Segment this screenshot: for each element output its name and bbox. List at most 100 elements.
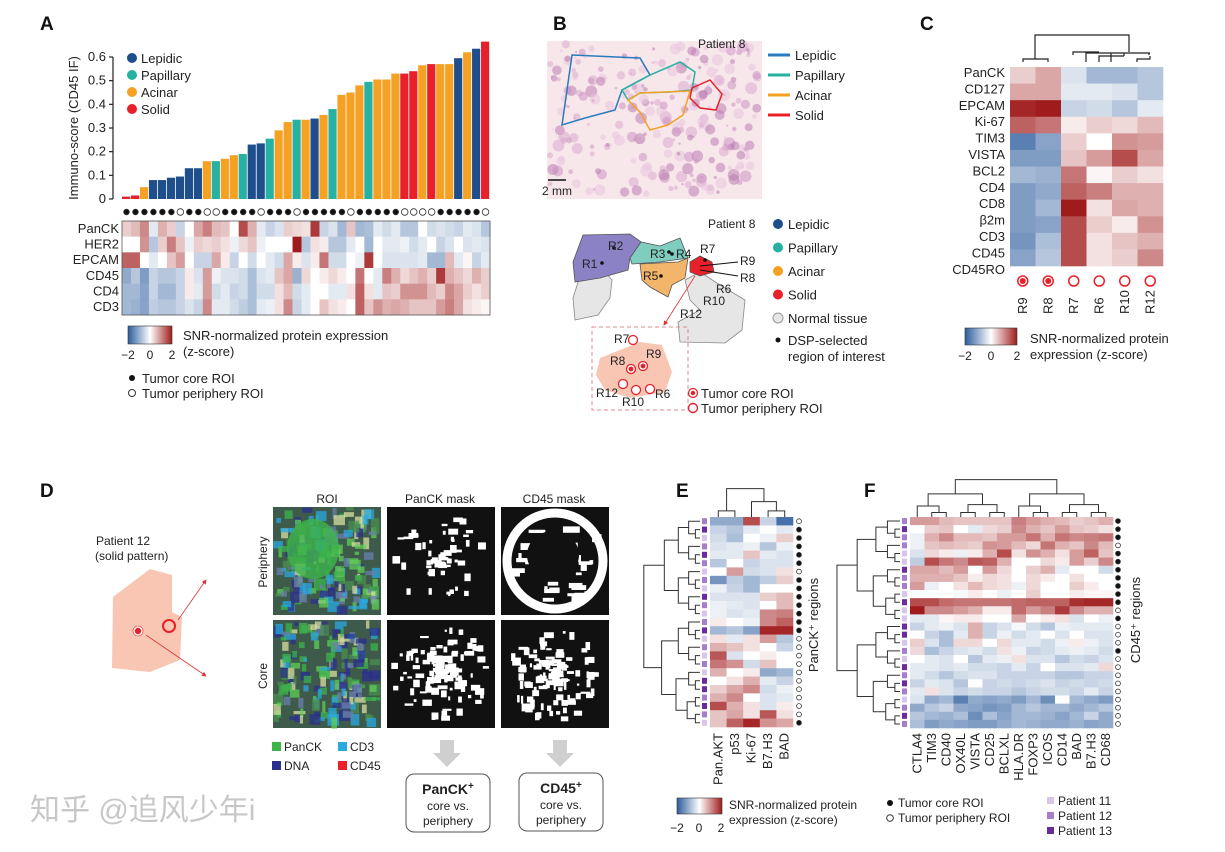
row-label: EPCAM	[959, 98, 1005, 113]
core-roi-dot	[1115, 615, 1121, 622]
legend-region: Normal tissue	[788, 311, 867, 326]
heatmap-cell	[409, 299, 419, 316]
core-roi-dot	[1115, 526, 1121, 532]
patient-swatch	[702, 677, 707, 684]
panck-cluster	[287, 519, 339, 579]
tissue-speck	[550, 75, 558, 82]
heatmap-cell	[968, 630, 983, 640]
heatmap-cell	[1035, 100, 1062, 118]
heatmap-cell	[1040, 638, 1056, 648]
image-pixel-block	[280, 659, 287, 668]
image-pixel-block	[273, 693, 284, 706]
heatmap-cell	[166, 236, 177, 253]
image-pixel-block	[372, 526, 380, 535]
colorbar-subtitle: (z-score)	[183, 344, 234, 359]
patient-11-swatch	[1047, 797, 1054, 804]
dendrogram-branch	[677, 627, 689, 654]
patient-swatch	[902, 550, 907, 557]
tissue-speck	[645, 106, 655, 117]
mask-blob	[540, 644, 546, 650]
core-dot-icon	[887, 800, 893, 806]
heatmap-cell	[939, 703, 954, 713]
heatmap-cell	[148, 221, 159, 237]
tissue-speck	[571, 67, 576, 73]
core-roi-dot	[141, 208, 148, 216]
heatmap-cell	[953, 525, 969, 534]
heatmap-cell	[1112, 83, 1138, 101]
heatmap-cell	[710, 550, 727, 560]
image-pixel-block	[371, 599, 380, 610]
periphery-roi-marker	[1119, 275, 1131, 287]
heatmap-cell	[283, 221, 293, 237]
image-pixel-block	[356, 527, 363, 538]
bar-solid	[122, 196, 131, 199]
bar-papillary	[364, 81, 373, 199]
patient-swatch	[702, 543, 707, 550]
heatmap-cell	[1035, 83, 1062, 101]
tissue-speck	[627, 102, 638, 113]
core-roi-marker-center	[134, 627, 142, 635]
heatmap-cell	[743, 525, 761, 535]
tissue-speck	[547, 61, 554, 68]
tissue-speck	[677, 127, 685, 134]
heatmap-cell	[968, 679, 983, 688]
heatmap-cell	[1098, 711, 1114, 721]
core-dot-icon	[129, 375, 135, 381]
tissue-speck	[575, 58, 582, 65]
bar-acinar	[283, 122, 292, 199]
heatmap-cell	[193, 236, 204, 253]
region-label: R5	[643, 269, 659, 283]
image-pixel-block	[276, 702, 282, 707]
core-roi-dot	[356, 208, 364, 216]
tissue-speck	[726, 124, 729, 127]
heatmap-cell	[1098, 557, 1114, 566]
region-label: R10	[703, 294, 725, 308]
mask-blob	[406, 588, 411, 595]
heatmap-cell	[1061, 183, 1087, 200]
heatmap-cell	[939, 525, 954, 534]
heatmap-cell	[776, 592, 794, 602]
periphery-roi-dot	[203, 208, 211, 216]
tissue-speck	[745, 82, 758, 95]
mask-blob	[558, 687, 563, 692]
heatmap-cell	[1112, 249, 1138, 267]
mask-blob	[575, 670, 581, 677]
tissue-speck	[732, 127, 737, 131]
heatmap-cell	[1040, 719, 1056, 729]
heatmap-cell	[418, 221, 428, 237]
inset-region-label: R6	[655, 387, 671, 401]
mask-blob	[568, 582, 583, 589]
image-pixel-block	[293, 711, 306, 715]
mask-blob	[426, 565, 432, 569]
heatmap-cell	[968, 541, 983, 550]
patient-label: Patient 8	[698, 37, 746, 51]
legend-lepidic: Lepidic	[795, 48, 837, 63]
mask-blob	[450, 536, 455, 542]
heatmap-cell	[427, 236, 437, 253]
tissue-speck	[663, 149, 673, 159]
mask-blob	[546, 648, 552, 651]
heatmap-cell	[166, 299, 177, 316]
heatmap-cell	[1055, 533, 1070, 542]
heatmap-cell	[982, 671, 998, 680]
row-label: β2m	[979, 213, 1005, 228]
heatmap-cell	[1055, 549, 1070, 558]
mask-blob	[472, 643, 477, 651]
periphery-roi-dot	[257, 208, 265, 216]
dendrogram-branch	[694, 655, 700, 665]
tissue-speck	[547, 181, 553, 187]
panel-label-c: C	[920, 14, 934, 35]
heatmap-cell	[759, 710, 777, 719]
mask-blob	[549, 587, 560, 593]
tissue-speck	[674, 150, 686, 162]
mask-blob	[440, 552, 446, 560]
dendrogram-branch	[694, 680, 700, 690]
heatmap-cell	[184, 299, 195, 316]
periphery-roi-dot	[410, 208, 418, 216]
heatmap-cell	[328, 252, 338, 269]
heatmap-cell	[1026, 565, 1041, 575]
patient-swatch	[902, 526, 907, 533]
column-header-panck-mask: PanCK mask	[405, 492, 476, 506]
heatmap-cell	[743, 609, 761, 619]
